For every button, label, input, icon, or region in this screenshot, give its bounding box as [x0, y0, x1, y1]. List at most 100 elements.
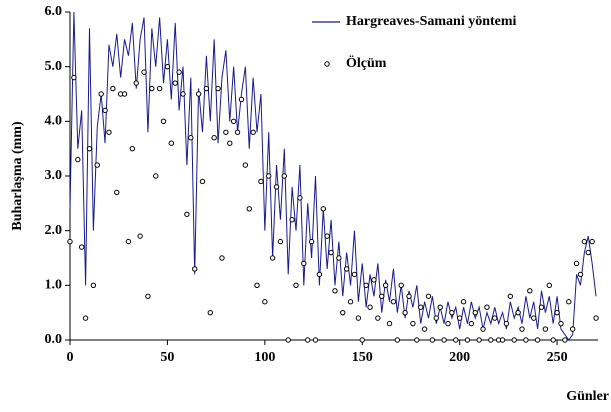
scatter-point: [246, 206, 252, 212]
y-tick-label: 0.0: [45, 332, 63, 347]
y-tick-label: 1.0: [45, 278, 63, 293]
scatter-point: [129, 145, 136, 152]
scatter-point: [121, 91, 128, 97]
x-tick-label: 250: [547, 350, 568, 365]
scatter-point: [550, 337, 556, 343]
scatter-point: [176, 69, 182, 75]
scatter-point: [445, 320, 451, 327]
scatter-point: [207, 309, 213, 316]
scatter-point: [503, 320, 510, 327]
scatter-point: [289, 217, 295, 223]
scatter-point: [78, 244, 85, 250]
scatter-point: [433, 315, 439, 321]
scatter-point: [414, 337, 420, 343]
scatter-point: [468, 320, 475, 327]
scatter-point: [156, 85, 163, 92]
scatter-point: [199, 178, 206, 185]
scatter-point: [523, 337, 529, 343]
scatter-point: [238, 96, 245, 103]
y-tick-label: 4.0: [45, 114, 63, 129]
scatter-point: [67, 238, 73, 245]
x-tick-label: 200: [449, 350, 470, 365]
y-axis-label: Buharlaşma (mm): [10, 121, 25, 231]
scatter-point: [250, 129, 256, 135]
scatter-point: [593, 315, 599, 321]
y-tick-label: 3.0: [45, 168, 63, 183]
scatter-point: [285, 337, 291, 343]
scatter-point: [425, 293, 432, 299]
scatter-point: [347, 299, 354, 305]
scatter-point: [293, 282, 299, 289]
legend-label: Hargreaves-Samani yöntemi: [346, 14, 517, 29]
scatter-point: [519, 326, 525, 332]
scatter-point: [534, 337, 541, 343]
scatter-point: [242, 162, 249, 168]
scatter-point: [160, 118, 167, 125]
y-tick-label: 2.0: [45, 223, 63, 238]
scatter-point: [188, 135, 194, 141]
scatter-point: [581, 238, 588, 245]
scatter-point: [569, 326, 576, 332]
scatter-point: [328, 249, 334, 256]
scatter-point: [390, 299, 397, 305]
scatter-point: [480, 326, 486, 332]
legend-swatch: [324, 61, 330, 67]
scatter-point: [418, 304, 424, 310]
scatter-point: [484, 304, 490, 310]
scatter-point: [464, 337, 471, 343]
scatter-point: [386, 320, 393, 327]
scatter-point: [558, 320, 564, 327]
scatter-point: [106, 129, 112, 135]
scatter-point: [363, 282, 369, 289]
scatter-point: [102, 107, 108, 114]
y-tick-label: 6.0: [45, 4, 63, 19]
scatter-point: [184, 211, 190, 217]
scatter-point: [75, 156, 81, 163]
scatter-point: [382, 282, 389, 289]
scatter-point: [441, 337, 447, 343]
scatter-point: [82, 315, 89, 321]
scatter-point: [488, 337, 494, 343]
scatter-point: [149, 85, 155, 92]
scatter-point: [573, 260, 580, 267]
scatter-point: [460, 299, 467, 305]
scatter-point: [301, 260, 307, 267]
scatter-point: [141, 69, 147, 75]
scatter-point: [266, 173, 272, 179]
scatter-point: [168, 140, 175, 146]
scatter-point: [324, 233, 330, 239]
scatter-point: [398, 282, 404, 289]
scatter-point: [577, 271, 584, 278]
scatter-point: [332, 288, 338, 294]
legend-label: Ölçüm: [346, 54, 387, 71]
x-tick-label: 100: [254, 350, 275, 365]
scatter-point: [172, 80, 178, 86]
scatter-point: [223, 129, 229, 135]
scatter-point: [195, 91, 202, 97]
scatter-point: [277, 238, 284, 245]
scatter-point: [429, 337, 436, 343]
scatter-point: [273, 184, 280, 190]
scatter-point: [410, 320, 416, 327]
scatter-point: [254, 282, 260, 289]
scatter-point: [546, 282, 552, 289]
scatter-point: [437, 304, 443, 310]
scatter-point: [215, 85, 221, 92]
scatter-point: [340, 309, 346, 316]
scatter-point: [125, 238, 132, 245]
scatter-point: [554, 309, 560, 316]
scatter-point: [304, 337, 311, 343]
scatter-point: [234, 129, 241, 135]
scatter-point: [562, 337, 568, 343]
scatter-point: [511, 337, 517, 343]
x-axis-label: Günler: [566, 389, 609, 404]
scatter-point: [98, 91, 104, 97]
scatter-point: [258, 178, 264, 185]
x-tick-label: 150: [352, 350, 373, 365]
scatter-point: [316, 271, 323, 278]
scatter-point: [351, 271, 358, 278]
x-tick-label: 50: [160, 350, 174, 365]
scatter-point: [145, 293, 151, 299]
scatter-point: [515, 309, 521, 316]
scatter-point: [110, 85, 116, 92]
